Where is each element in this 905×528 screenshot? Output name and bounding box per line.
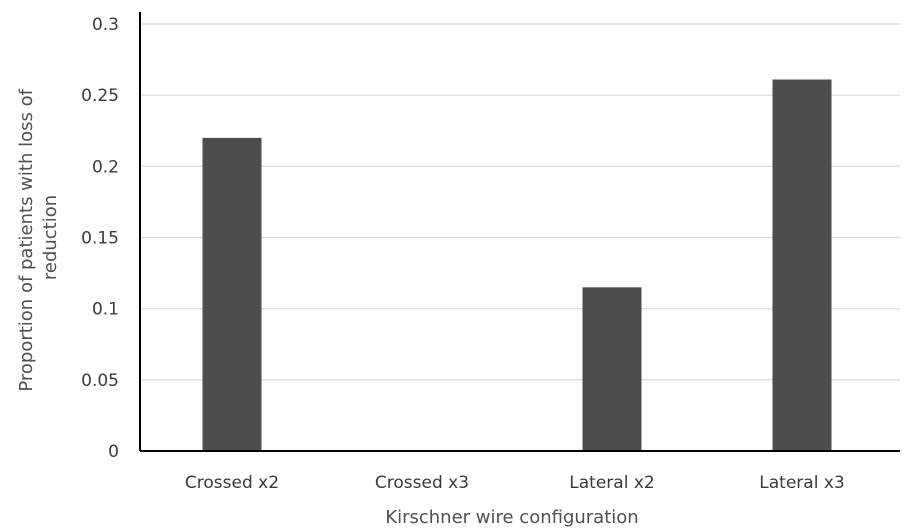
bar bbox=[772, 79, 832, 451]
x-axis-title: Kirschner wire configuration bbox=[385, 507, 638, 528]
y-tick-label: 0.25 bbox=[81, 86, 119, 106]
axes bbox=[139, 12, 900, 452]
x-tick-label: Crossed x2 bbox=[185, 473, 279, 493]
y-tick-label: 0.2 bbox=[92, 157, 119, 177]
y-tick-label: 0.05 bbox=[81, 371, 119, 391]
y-tick-label: 0.15 bbox=[81, 229, 119, 249]
y-axis-title: Proportion of patients with loss of redu… bbox=[16, 83, 61, 391]
y-axis-title-line-2: reduction bbox=[40, 195, 61, 280]
x-tick-label: Lateral x2 bbox=[569, 473, 654, 493]
bar bbox=[202, 137, 262, 451]
x-tick-label: Crossed x3 bbox=[375, 473, 469, 493]
bar bbox=[582, 287, 642, 451]
x-tick-label: Lateral x3 bbox=[759, 473, 844, 493]
x-tick-labels: Crossed x2 Crossed x3 Lateral x2 Lateral x3 bbox=[185, 473, 845, 493]
y-tick-labels: 0 0.05 0.1 0.15 0.2 0.25 0.3 bbox=[81, 15, 119, 462]
y-tick-label: 0.3 bbox=[92, 15, 119, 35]
bars bbox=[202, 79, 832, 451]
y-tick-label: 0 bbox=[108, 442, 119, 462]
y-axis-title-line-1: Proportion of patients with loss of bbox=[16, 88, 37, 391]
y-tick-label: 0.1 bbox=[92, 300, 119, 320]
